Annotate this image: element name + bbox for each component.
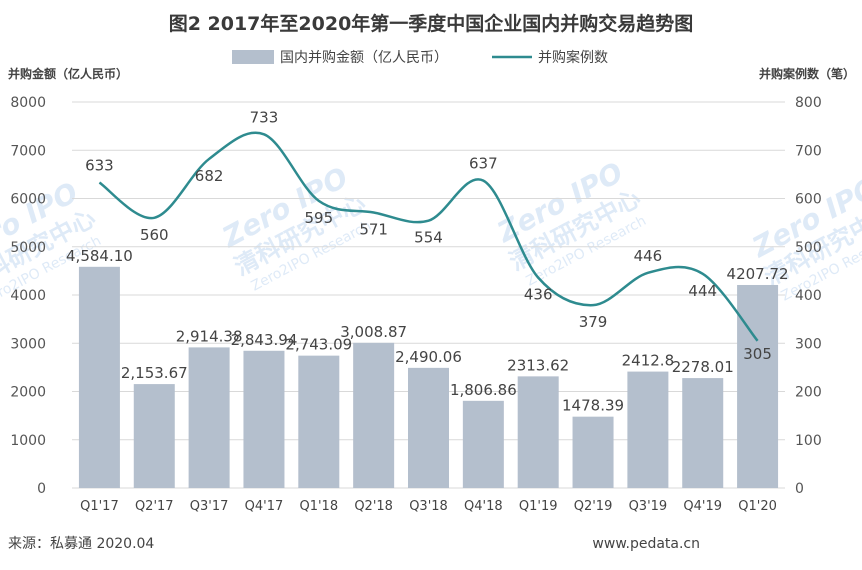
line-data-label: 444: [688, 282, 717, 300]
bar: [572, 416, 614, 488]
y-tick-right: 100: [795, 433, 822, 449]
bar-data-label: 1,806.86: [450, 381, 517, 399]
y-tick-left: 3000: [10, 336, 46, 352]
y-tick-left: 4000: [10, 288, 46, 304]
bar: [517, 376, 559, 488]
x-tick-label: Q2'19: [574, 499, 613, 514]
y-tick-right: 400: [795, 288, 822, 304]
y-tick-right: 300: [795, 336, 822, 352]
x-tick-label: Q3'19: [629, 499, 668, 514]
y-tick-right: 700: [795, 143, 822, 159]
x-tick-label: Q1'20: [738, 499, 777, 514]
y-axis-right-title: 并购案例数（笔）: [759, 66, 855, 81]
line-series: [98, 131, 759, 342]
line-data-label: 436: [524, 286, 553, 304]
line-data-label: 571: [359, 220, 388, 238]
bar: [408, 367, 449, 488]
bar: [78, 266, 120, 488]
bar: [682, 378, 724, 488]
y-tick-left: 1000: [10, 433, 46, 449]
y-tick-right: 200: [795, 385, 822, 401]
line-data-label: 595: [304, 209, 333, 227]
line-data-label: 379: [579, 313, 608, 331]
y-tick-right: 500: [795, 240, 822, 256]
bar-data-label: 2,490.06: [395, 348, 462, 366]
y-tick-right: 800: [795, 95, 822, 111]
legend-swatch-bars: [232, 50, 274, 64]
bar: [737, 284, 779, 488]
x-tick-label: Q2'18: [354, 499, 393, 514]
bar: [462, 400, 504, 488]
bar-data-label: 2,914.38: [176, 327, 243, 345]
bar: [133, 384, 175, 488]
x-tick-label: Q4'19: [683, 499, 722, 514]
y-tick-left: 8000: [10, 95, 46, 111]
legend-label-line: 并购案例数: [538, 49, 608, 66]
y-tick-left: 0: [37, 481, 46, 497]
line-data-label: 682: [195, 167, 224, 185]
x-tick-label: Q1'19: [519, 499, 558, 514]
chart-title: 图2 2017年至2020年第一季度中国企业国内并购交易趋势图: [169, 12, 694, 35]
x-tick-label: Q4'17: [245, 499, 284, 514]
bar-data-label: 4,584.10: [66, 247, 133, 265]
legend-label-bars: 国内并购金额（亿人民币）: [280, 50, 448, 66]
y-tick-right: 600: [795, 192, 822, 208]
bar-data-label: 2278.01: [672, 358, 734, 376]
y-tick-right: 0: [795, 481, 804, 497]
y-axis-left-title: 并购金额（亿人民币）: [8, 66, 128, 81]
bar-data-label: 2,743.09: [285, 336, 352, 354]
line-data-label: 633: [85, 157, 114, 175]
y-tick-left: 2000: [10, 385, 46, 401]
x-tick-label: Q4'18: [464, 499, 503, 514]
line-data-label: 560: [140, 226, 169, 244]
bar-data-label: 4207.72: [727, 265, 789, 283]
x-tick-label: Q1'18: [299, 499, 338, 514]
x-tick-label: Q1'17: [80, 499, 119, 514]
bar-data-label: 2412.8: [622, 352, 675, 370]
bar-data-label: 2313.62: [507, 356, 569, 374]
bar: [627, 371, 669, 488]
bar-data-label: 2,843.94: [231, 331, 298, 349]
bar-data-label: 2,153.67: [121, 364, 188, 382]
x-tick-label: Q3'17: [190, 499, 229, 514]
line-data-label: 554: [414, 229, 443, 247]
line-data-label: 446: [634, 247, 663, 265]
bar-data-label: 1478.39: [562, 397, 624, 415]
x-tick-label: Q2'17: [135, 499, 174, 514]
website-note: www.pedata.cn: [592, 536, 700, 552]
bar: [353, 342, 395, 488]
bar-data-label: 3,008.87: [340, 323, 407, 341]
y-tick-left: 6000: [10, 192, 46, 208]
bar: [298, 355, 340, 488]
y-tick-left: 7000: [10, 143, 46, 159]
bar: [188, 347, 230, 488]
y-tick-left: 5000: [10, 240, 46, 256]
x-tick-label: Q3'18: [409, 499, 448, 514]
source-note: 来源：私募通 2020.04: [8, 536, 154, 552]
line-data-label: 637: [469, 155, 498, 173]
line-data-label: 733: [250, 108, 279, 126]
bar: [243, 350, 285, 488]
line-data-label: 305: [743, 345, 772, 363]
